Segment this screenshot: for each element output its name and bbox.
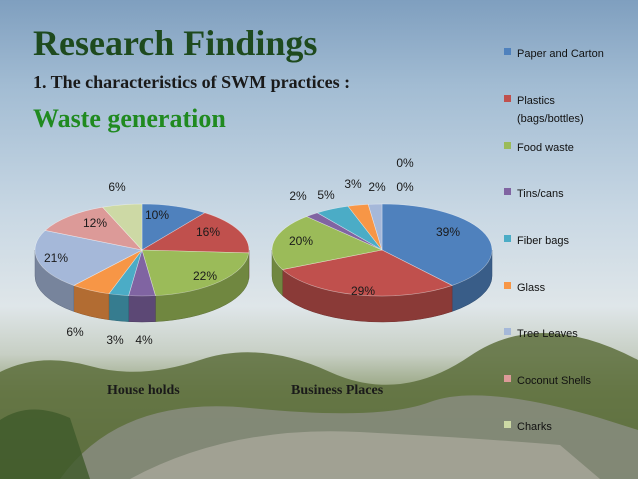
legend-label: Tree Leaves bbox=[517, 328, 578, 340]
data-label-coconut-shells: 12% bbox=[83, 216, 107, 230]
slide-subtitle: 1. The characteristics of SWM practices … bbox=[33, 72, 351, 92]
data-label-fiber-bags: 5% bbox=[317, 188, 335, 202]
legend-swatch bbox=[504, 95, 511, 102]
pie-slice-plastics bbox=[140, 212, 250, 254]
chart-title-households: House holds bbox=[107, 383, 180, 398]
chart-title-business-places: Business Places bbox=[291, 383, 384, 398]
data-label-charks: 6% bbox=[108, 180, 126, 194]
legend-swatch bbox=[504, 188, 511, 195]
legend-swatch bbox=[504, 282, 511, 289]
data-label-plastics: 16% bbox=[196, 225, 220, 239]
data-label-plastics: 29% bbox=[351, 284, 375, 298]
data-label-tins-cans: 2% bbox=[289, 189, 307, 203]
pie-slice-paper-and-carton bbox=[381, 203, 493, 286]
legend-label: Food waste bbox=[517, 142, 574, 154]
pie-slice-food-waste bbox=[271, 216, 383, 270]
pie-slice-side-tins-cans bbox=[128, 295, 156, 323]
section-heading: Waste generation bbox=[33, 104, 226, 133]
pie-slice-food-waste bbox=[141, 249, 250, 296]
data-label-glass: 6% bbox=[66, 325, 84, 339]
data-label-food-waste: 22% bbox=[193, 269, 217, 283]
data-label-coconut-shells: 0% bbox=[396, 180, 414, 194]
legend-label: Glass bbox=[517, 282, 546, 294]
legend-label: Paper and Carton bbox=[517, 48, 604, 60]
data-label-tree-leaves: 21% bbox=[44, 251, 68, 265]
pie-chart-households: 10% 16% 22% 4% 3% 6% 21% 12% 6% bbox=[34, 180, 250, 347]
legend-swatch bbox=[504, 375, 511, 382]
legend-label: Coconut Shells bbox=[517, 375, 591, 387]
data-label-paper-and-carton: 10% bbox=[145, 208, 169, 222]
legend-label: Charks bbox=[517, 421, 552, 433]
data-label-food-waste: 20% bbox=[289, 234, 313, 248]
legend-swatch bbox=[504, 142, 511, 149]
pie-slice-charks bbox=[102, 203, 143, 251]
legend-swatch bbox=[504, 48, 511, 55]
legend-label: Tins/cans bbox=[517, 188, 564, 200]
pie-chart-business-places: 39% 29% 20% 2% 5% 3% 2% 0% 0% bbox=[271, 156, 493, 323]
legend-swatch bbox=[504, 421, 511, 428]
data-label-fiber-bags: 3% bbox=[106, 333, 124, 347]
legend-label-line-2: (bags/bottles) bbox=[517, 113, 584, 125]
pie-slice-coconut-shells bbox=[44, 206, 143, 251]
data-label-charks: 0% bbox=[396, 156, 414, 170]
legend-swatch bbox=[504, 328, 511, 335]
legend-label: Plastics bbox=[517, 95, 555, 107]
pie-slice-tree-leaves bbox=[367, 203, 383, 251]
legend-swatch bbox=[504, 235, 511, 242]
data-label-glass: 3% bbox=[344, 177, 362, 191]
pie-slice-side-fiber-bags bbox=[108, 293, 129, 322]
legend-label: Fiber bags bbox=[517, 235, 569, 247]
slide-title: Research Findings bbox=[33, 23, 318, 63]
data-label-tree-leaves: 2% bbox=[368, 180, 386, 194]
data-label-tins-cans: 4% bbox=[135, 333, 153, 347]
pie-slice-tree-leaves bbox=[34, 230, 143, 286]
data-label-paper-and-carton: 39% bbox=[436, 225, 460, 239]
